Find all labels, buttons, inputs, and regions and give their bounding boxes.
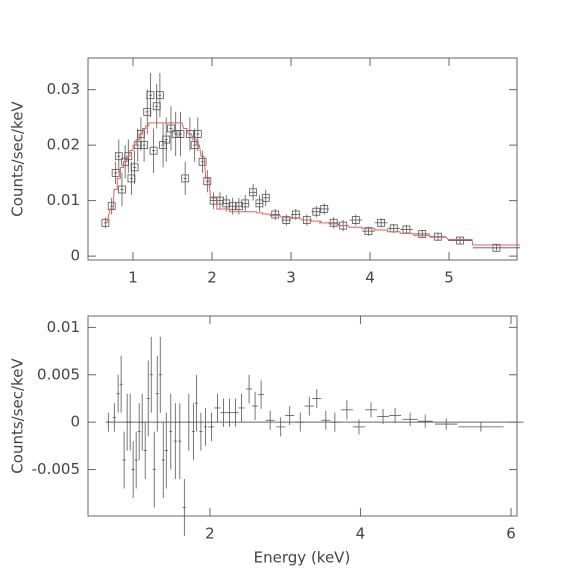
y-axis-label: Counts/sec/keV [9, 101, 27, 217]
x-tick-label: 1 [128, 269, 138, 287]
data-point [320, 205, 329, 213]
data-point [146, 91, 155, 100]
data-point [241, 199, 250, 208]
data-point [140, 141, 148, 150]
x-tick-label: 2 [205, 525, 215, 543]
y-tick-label: 0.03 [47, 80, 80, 98]
x-tick-label: 4 [356, 525, 366, 543]
data-point [249, 188, 258, 197]
data-point [101, 218, 110, 227]
x-tick-label: 6 [506, 525, 516, 543]
y-tick-label: 0 [70, 413, 80, 431]
data-point [198, 157, 207, 166]
data-point [222, 199, 231, 208]
data-point [124, 152, 133, 161]
data-point [203, 177, 212, 186]
data-point [492, 243, 501, 252]
data-point [377, 218, 386, 227]
y-tick-label: 0.02 [47, 136, 80, 154]
data-point [186, 130, 194, 138]
data-point [118, 185, 126, 194]
data-point [312, 207, 321, 216]
top-frame [87, 57, 518, 261]
data-point [329, 218, 338, 227]
bottom-frame [87, 315, 518, 517]
data-point [193, 130, 202, 138]
data-point [167, 124, 175, 133]
data-point [114, 152, 123, 161]
x-tick-label: 3 [286, 269, 296, 287]
y-tick-label: -0.005 [32, 460, 80, 478]
data-point [235, 202, 243, 211]
data-point [176, 130, 185, 138]
data-point [162, 135, 171, 144]
data-point [155, 91, 164, 100]
data-point [261, 193, 270, 202]
data-point [271, 210, 280, 219]
data-point [107, 202, 116, 211]
y-tick-label: 0.01 [47, 191, 80, 209]
data-point [364, 227, 373, 236]
y-tick-label: 0.01 [47, 318, 80, 336]
data-point [418, 230, 427, 238]
data-point [130, 163, 139, 172]
data-point [181, 174, 190, 183]
y-tick-label: 0 [70, 247, 80, 265]
model-line [103, 122, 521, 246]
data-point [351, 216, 360, 224]
data-point [456, 236, 465, 245]
data-point [434, 232, 442, 241]
y-tick-label: 0.005 [37, 365, 80, 383]
data-point [255, 199, 264, 208]
x-axis-label: Energy (keV) [254, 549, 351, 567]
y-axis-label: Counts/sec/keV [9, 358, 27, 474]
x-tick-label: 5 [444, 269, 454, 287]
x-tick-label: 4 [365, 269, 375, 287]
data-point [282, 216, 291, 224]
x-tick-label: 2 [207, 269, 217, 287]
data-point [149, 146, 158, 155]
